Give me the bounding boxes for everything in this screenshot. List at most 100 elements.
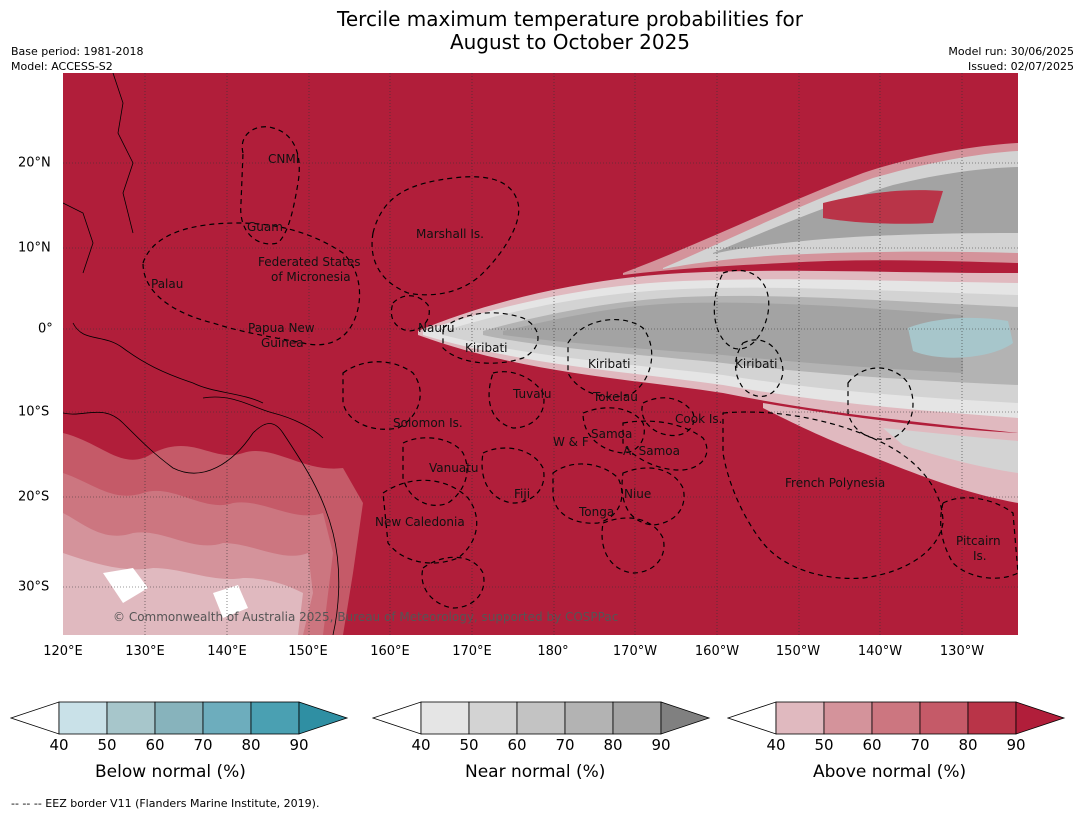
colorbar-below-cell	[106, 701, 156, 735]
colorbar-below-cell	[58, 701, 108, 735]
label-pitcairn-2: Is.	[973, 549, 987, 563]
colorbar-below-cells	[10, 701, 349, 735]
colorbar-below	[10, 701, 349, 735]
label-wallis: W & F	[553, 435, 589, 449]
lon-label-160w: 160°W	[694, 644, 740, 659]
label-new-caledonia: New Caledonia	[375, 515, 465, 529]
lat-label-0: 0°	[38, 321, 53, 337]
label-pitcairn-1: Pitcairn	[956, 534, 1001, 548]
colorbar-above-extend-low	[727, 701, 777, 735]
colorbar-below-cell	[202, 701, 252, 735]
lon-label-140e: 140°E	[207, 644, 247, 659]
label-vanuatu: Vanuatu	[429, 461, 479, 475]
label-fiji: Fiji	[514, 487, 530, 501]
lon-label-170e: 170°E	[452, 644, 492, 659]
colorbar-above-cell	[775, 701, 825, 735]
colorbar-below-extend-low	[10, 701, 60, 735]
model-run: Model run: 30/06/2025	[948, 45, 1074, 58]
tick-below-60: 60	[145, 736, 165, 754]
lat-label-10s: 10°S	[18, 404, 50, 420]
colorbar-near	[372, 701, 711, 735]
tick-near-60: 60	[507, 736, 527, 754]
colorbar-above	[727, 701, 1066, 735]
lon-label-130w: 130°W	[939, 644, 985, 659]
colorbar-near-extend-low	[372, 701, 422, 735]
label-nauru: Nauru	[418, 321, 454, 335]
colorbar-near-cell	[420, 701, 470, 735]
label-guam: Guam	[247, 220, 283, 234]
label-french-polynesia: French Polynesia	[785, 476, 885, 490]
lon-label-160e: 160°E	[370, 644, 410, 659]
label-samoa: Samoa	[591, 427, 632, 441]
coastlines	[63, 73, 340, 635]
colorbar-near-extend-high	[660, 701, 711, 735]
colorbar-above-cell	[871, 701, 921, 735]
label-png-1: Papua New	[248, 321, 315, 335]
label-cnmi: CNMI	[268, 152, 299, 166]
lon-label-140w: 140°W	[857, 644, 903, 659]
colorbar-near-title: Near normal (%)	[465, 762, 606, 782]
colorbar-below-title: Below normal (%)	[95, 762, 246, 782]
title-line2: August to October 2025	[449, 30, 691, 54]
ne-red-patch	[823, 190, 943, 224]
chart-title: Tercile maximum temperature probabilitie…	[0, 8, 1085, 54]
tick-near-70: 70	[555, 736, 575, 754]
tick-near-80: 80	[603, 736, 623, 754]
tick-above-90: 90	[1006, 736, 1026, 754]
tick-above-60: 60	[862, 736, 882, 754]
colorbar-above-cell	[967, 701, 1017, 735]
label-tonga: Tonga	[578, 505, 614, 519]
lon-label-150e: 150°E	[288, 644, 328, 659]
label-tokelau: Tokelau	[592, 390, 638, 404]
colorbar-above-extend-high	[1015, 701, 1066, 735]
se-band-edge	[763, 403, 1018, 503]
label-cook: Cook Is.	[675, 412, 722, 426]
colorbar-above-cells	[727, 701, 1066, 735]
tick-above-80: 80	[958, 736, 978, 754]
label-marshall: Marshall Is.	[416, 227, 484, 241]
label-niue: Niue	[624, 487, 651, 501]
lon-label-150w: 150°W	[775, 644, 821, 659]
colorbar-above-cell	[919, 701, 969, 735]
eez-borders	[142, 126, 1018, 609]
meta-left: Base period: 1981-2018 Model: ACCESS-S2	[11, 44, 143, 74]
lon-label-180: 180°	[537, 644, 569, 659]
tick-near-90: 90	[651, 736, 671, 754]
tick-near-40: 40	[411, 736, 431, 754]
lon-label-130e: 130°E	[125, 644, 165, 659]
tick-below-40: 40	[49, 736, 69, 754]
colorbar-near-cell	[564, 701, 614, 735]
lat-label-20n: 20°N	[18, 155, 51, 171]
tick-above-70: 70	[910, 736, 930, 754]
lon-label-120e: 120°E	[43, 644, 83, 659]
copyright-notice: © Commonwealth of Australia 2025, Bureau…	[113, 610, 618, 624]
label-tuvalu: Tuvalu	[512, 387, 552, 401]
below-normal-patch	[908, 317, 1013, 358]
label-kiribati-central: Kiribati	[588, 357, 630, 371]
model-name: Model: ACCESS-S2	[11, 60, 113, 73]
label-png-2: Guinea	[261, 336, 304, 350]
colorbar-near-cell	[516, 701, 566, 735]
lat-label-30s: 30°S	[18, 579, 50, 595]
tick-near-50: 50	[459, 736, 479, 754]
tick-above-50: 50	[814, 736, 834, 754]
label-fsm-2: of Micronesia	[271, 270, 351, 284]
tick-below-80: 80	[241, 736, 261, 754]
colorbar-near-cell	[468, 701, 518, 735]
label-kiribati-east: Kiribati	[735, 357, 777, 371]
label-palau: Palau	[151, 277, 183, 291]
tick-below-70: 70	[193, 736, 213, 754]
region-labels: CNMI Guam Marshall Is. Federated States …	[151, 152, 1001, 563]
label-american-samoa: A. Samoa	[623, 444, 680, 458]
lon-label-170w: 170°W	[612, 644, 658, 659]
colorbar-below-extend-high	[298, 701, 349, 735]
tick-below-50: 50	[97, 736, 117, 754]
colorbar-above-title: Above normal (%)	[813, 762, 967, 782]
australia-white-patches	[103, 568, 248, 618]
colorbar-near-cells	[372, 701, 711, 735]
base-period: Base period: 1981-2018	[11, 45, 144, 58]
colorbar-below-cell	[154, 701, 204, 735]
lat-label-20s: 20°S	[18, 489, 50, 505]
issued-date: Issued: 02/07/2025	[967, 60, 1074, 73]
colorbar-below-cell	[250, 701, 300, 735]
